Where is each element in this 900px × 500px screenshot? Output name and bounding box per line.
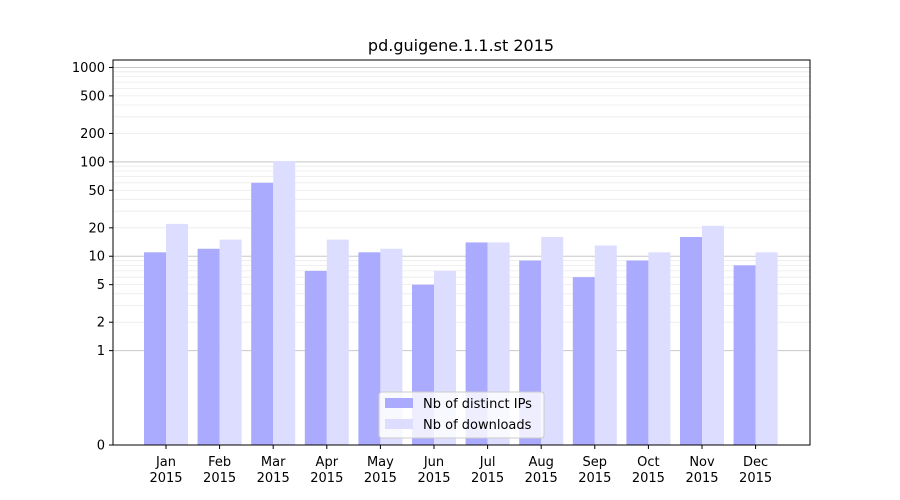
- y-tick-label: 0: [97, 439, 105, 454]
- y-tick-label: 10: [88, 250, 105, 265]
- x-tick-label-month: Apr: [316, 455, 339, 470]
- bar-downloads: [594, 245, 617, 445]
- x-tick-label-month: Aug: [529, 455, 554, 470]
- legend-label: Nb of downloads: [423, 418, 532, 433]
- bar-downloads: [755, 252, 778, 445]
- x-tick-label-month: Jan: [155, 455, 176, 470]
- legend: Nb of distinct IPs Nb of downloads: [378, 391, 545, 439]
- bar-downloads: [541, 236, 564, 445]
- y-tick-label: 20: [88, 221, 105, 236]
- x-tick-label-year: 2015: [578, 471, 611, 486]
- plot-area-frame: [112, 59, 811, 446]
- bar-distinct-ips: [304, 270, 327, 445]
- bar-distinct-ips: [251, 182, 274, 445]
- x-tick-label-month: Jul: [479, 455, 496, 470]
- chart-title: pd.guigene.1.1.st 2015: [368, 36, 554, 55]
- bar-downloads: [219, 239, 242, 445]
- y-axis: 0 1 2 5 10 20 50 100 200 500 1000: [72, 61, 113, 454]
- y-tick-label: 200: [80, 127, 105, 142]
- x-tick-label-month: Jun: [423, 455, 444, 470]
- y-tick-label: 500: [80, 89, 105, 104]
- x-tick-label-year: 2015: [203, 471, 236, 486]
- bar-distinct-ips: [197, 248, 220, 445]
- x-tick-label-year: 2015: [364, 471, 397, 486]
- bar-downloads: [273, 161, 296, 445]
- legend-label: Nb of distinct IPs: [423, 397, 532, 412]
- x-tick-label-month: Dec: [743, 455, 768, 470]
- x-tick-label-month: Feb: [208, 455, 231, 470]
- x-tick-label-month: Oct: [637, 455, 659, 470]
- legend-box: [378, 391, 545, 439]
- x-tick-label-year: 2015: [471, 471, 504, 486]
- bar-distinct-ips: [626, 260, 649, 445]
- y-tick-label: 1: [97, 344, 105, 359]
- y-tick-label: 100: [80, 155, 105, 170]
- bar-distinct-ips: [572, 277, 595, 445]
- bar-distinct-ips: [358, 252, 381, 445]
- x-tick-label-month: Nov: [689, 455, 715, 470]
- x-tick-label-year: 2015: [685, 471, 718, 486]
- legend-swatch: [385, 419, 413, 429]
- x-tick-label-year: 2015: [257, 471, 290, 486]
- x-tick-label-month: Mar: [261, 455, 286, 470]
- bar-downloads: [702, 225, 724, 445]
- x-tick-label-year: 2015: [149, 471, 182, 486]
- bar-distinct-ips: [144, 252, 166, 445]
- x-tick-label-year: 2015: [525, 471, 558, 486]
- x-tick-label-year: 2015: [417, 471, 450, 486]
- y-tick-label: 1000: [72, 61, 105, 76]
- bar-downloads: [166, 223, 188, 445]
- x-tick-label-month: May: [367, 455, 394, 470]
- y-tick-label: 50: [88, 184, 105, 199]
- y-tick-label: 5: [97, 278, 105, 293]
- x-tick-label-year: 2015: [739, 471, 772, 486]
- x-tick-label-month: Sep: [583, 455, 608, 470]
- legend-swatch: [385, 398, 413, 408]
- x-tick-label-year: 2015: [632, 471, 665, 486]
- bar-distinct-ips: [680, 236, 702, 445]
- bar-downloads: [648, 252, 671, 445]
- bar-downloads: [326, 239, 349, 445]
- y-tick-label: 2: [97, 316, 105, 331]
- bar-distinct-ips: [733, 265, 756, 445]
- x-axis: Jan2015Feb2015Mar2015Apr2015May2015Jun20…: [149, 445, 772, 486]
- x-tick-label-year: 2015: [310, 471, 343, 486]
